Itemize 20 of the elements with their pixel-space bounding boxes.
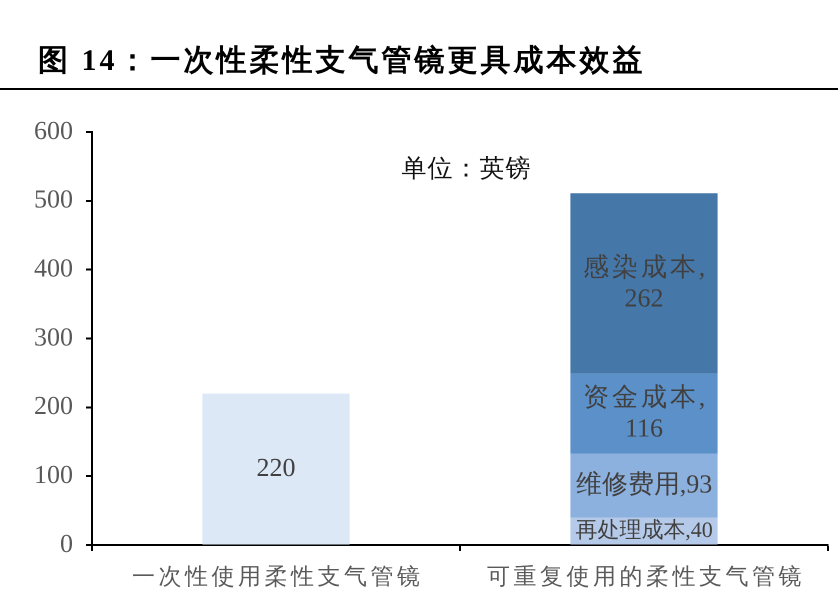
y-tick-label: 300 <box>34 322 73 352</box>
y-tick-label: 0 <box>60 528 73 558</box>
annotation: 单位：英镑 <box>402 156 532 183</box>
y-tick-label: 100 <box>34 460 73 489</box>
data-label: 93 <box>686 469 712 498</box>
data-label: 220 <box>256 452 296 482</box>
data-label: 116 <box>624 413 664 442</box>
series-label: 感染成本, <box>582 252 708 282</box>
series-label: 维修费用, <box>576 469 686 498</box>
y-tick-label: 200 <box>34 391 73 420</box>
data-label: 40 <box>690 516 713 542</box>
y-tick-label: 400 <box>34 253 73 282</box>
x-tick-label: 一次性使用柔性支气管镜 <box>132 564 424 590</box>
y-tick-label: 600 <box>34 116 73 145</box>
chart-title: 图 14：一次性柔性支气管镜更具成本效益 <box>38 44 646 77</box>
y-tick-label: 500 <box>34 184 73 214</box>
series-label: 再处理成本, <box>575 516 691 542</box>
x-tick-label: 可重复使用的柔性支气管镜 <box>486 564 805 590</box>
data-label: 262 <box>624 283 664 312</box>
series-label: 资金成本, <box>582 382 708 412</box>
